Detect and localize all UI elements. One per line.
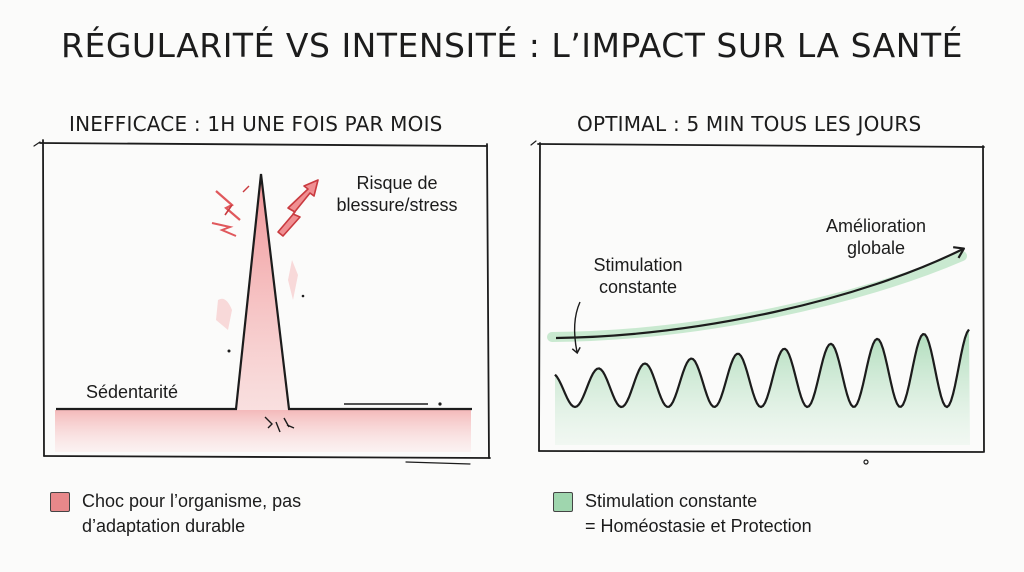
risk-arrow-icon	[277, 179, 319, 237]
right-legend-line2: = Homéostasie et Protection	[585, 516, 812, 536]
wave-fill	[555, 329, 970, 445]
lightning-icon	[211, 222, 237, 237]
page-title: RÉGULARITÉ VS INTENSITÉ : L’IMPACT SUR L…	[61, 26, 963, 65]
right-panel-frame	[530, 140, 985, 453]
risk-label-line1: Risque de	[356, 173, 438, 193]
left-legend: Choc pour l’organisme, pas d’adaptation …	[50, 489, 301, 539]
risk-label: Risque de blessure/stress	[322, 172, 472, 216]
legend-swatch-green	[553, 492, 573, 512]
left-baseline-fill	[55, 410, 471, 452]
left-legend-line1: Choc pour l’organisme, pas	[82, 491, 302, 511]
sedentary-label: Sédentarité	[86, 382, 179, 402]
left-legend-line2: d’adaptation durable	[82, 516, 246, 536]
left-panel-frame	[33, 139, 491, 465]
stimulation-label: Stimulation constante	[568, 254, 708, 298]
impact-crack-icon	[264, 416, 295, 433]
improvement-label: Amélioration globale	[806, 215, 946, 259]
stimulation-label-line1: Stimulation	[593, 255, 683, 275]
legend-swatch-red	[50, 492, 70, 512]
daily-stimulation-wave	[554, 328, 970, 409]
spike-fill	[236, 176, 289, 410]
right-legend: Stimulation constante = Homéostasie et P…	[553, 489, 812, 539]
risk-label-line2: blessure/stress	[336, 195, 458, 215]
left-panel-heading: INEFFICACE : 1H UNE FOIS PAR MOIS	[69, 112, 443, 136]
right-legend-line1: Stimulation constante	[585, 491, 758, 511]
lightning-icon	[215, 190, 241, 221]
sedentary-spike-line	[56, 173, 472, 411]
stimulation-label-line2: constante	[598, 277, 678, 297]
improvement-label-line2: globale	[846, 238, 906, 258]
improvement-trend-arrow	[555, 246, 965, 340]
right-panel-heading: OPTIMAL : 5 MIN TOUS LES JOURS	[577, 112, 922, 136]
improvement-label-line1: Amélioration	[825, 216, 927, 236]
stimulation-pointer-arrow	[571, 301, 581, 355]
